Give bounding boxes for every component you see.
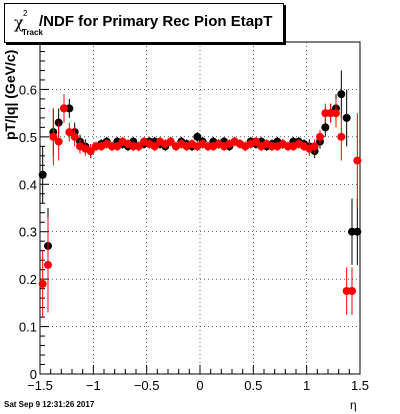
data-point (310, 142, 319, 151)
data-point (332, 109, 340, 118)
y-tick-label: 0.1 (19, 320, 37, 335)
data-point (348, 287, 356, 295)
data-point (49, 132, 58, 141)
data-point (70, 132, 79, 141)
data-point (166, 137, 175, 146)
y-tick-label: 0.4 (19, 177, 37, 192)
x-tick-label: −0.5 (134, 378, 160, 393)
data-point (54, 137, 63, 146)
y-tick-label: 0 (30, 367, 37, 382)
data-point (252, 137, 260, 146)
series-1 (38, 94, 362, 318)
data-point (60, 104, 68, 113)
data-point (65, 128, 74, 137)
data-point (38, 170, 47, 179)
data-point (86, 147, 95, 156)
x-tick-label: 1.5 (351, 378, 369, 393)
title-subscript: Track (22, 28, 43, 37)
data-point (316, 132, 324, 141)
y-tick-label: 0.3 (19, 225, 37, 240)
x-tick-label: 0 (196, 378, 203, 393)
data-point (113, 142, 122, 151)
chart-title-box: χ 2 Track /NDF for Primary Rec Pion Etap… (4, 3, 284, 43)
y-tick-label: 0.2 (19, 272, 37, 287)
y-axis-label: pT/|q| (GeV/c) (2, 49, 18, 140)
plot-frame (39, 41, 361, 375)
data-point (44, 260, 52, 269)
y-tick-label: 0.5 (19, 130, 37, 145)
data-point (337, 90, 346, 99)
x-tick-label: 0.5 (244, 378, 262, 393)
chart-title: /NDF for Primary Rec Pion EtapT (39, 13, 273, 30)
axis-ticks: −1.5 −1 −0.5 0 0.5 1 1.5 0 0.1 0.2 0.3 0.4 0.5 0.6 (19, 41, 369, 393)
y-tick-label: 0.6 (19, 82, 37, 97)
data-point (342, 113, 351, 122)
data-point (38, 279, 47, 288)
data-point (150, 142, 159, 151)
data-point (353, 156, 362, 165)
data-series (38, 70, 362, 318)
timestamp: Sat Sep 9 12:31:26 2017 (4, 400, 95, 409)
x-tick-label: −1.5 (27, 378, 53, 393)
x-tick-label: −1 (86, 378, 101, 393)
title-superscript: 2 (23, 9, 28, 18)
data-point (134, 142, 143, 151)
data-point (321, 123, 330, 132)
title-chi-symbol: χ (14, 13, 24, 32)
x-tick-label: 1 (303, 378, 310, 393)
data-point (353, 227, 362, 236)
data-point (193, 132, 202, 141)
x-axis-label: η (350, 398, 357, 412)
data-point (337, 132, 346, 141)
